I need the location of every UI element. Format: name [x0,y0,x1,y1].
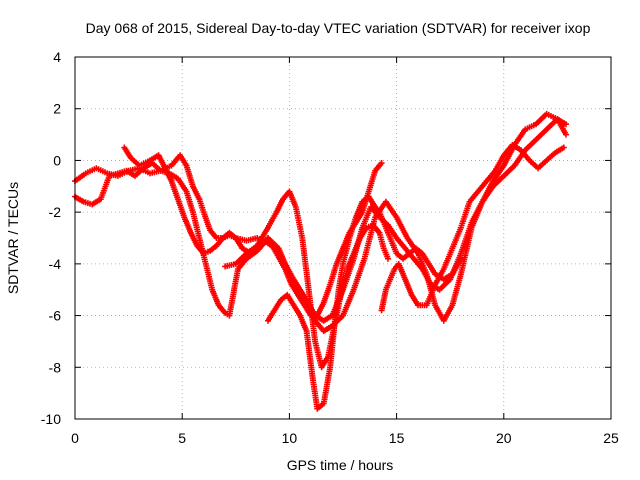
y-tick-label: 2 [53,101,61,117]
series-track-5 [265,193,464,412]
series-markers [265,193,464,412]
x-tick-label: 5 [178,430,186,446]
y-tick-label: -6 [49,308,62,324]
data-series [72,110,569,412]
series-markers [378,141,567,314]
series-markers [121,144,385,319]
x-tick-label: 15 [389,430,405,446]
plot-frame [74,56,612,420]
series-track-1 [72,116,569,324]
y-tick-label: 4 [53,49,61,65]
x-axis-label: GPS time / hours [287,457,394,473]
series-markers [72,116,569,324]
series-track-2 [72,110,569,335]
y-tick-label: -10 [41,411,61,427]
y-tick-label: -2 [49,204,62,220]
y-axis-label: SDTVAR / TECUs [5,182,21,294]
y-tick-label: -8 [49,359,62,375]
axis-ticks: 0 5 10 15 20 25 -10 -8 -6 -4 -2 0 2 4 [41,49,619,446]
chart-title: Day 068 of 2015, Sidereal Day-to-day VTE… [86,20,591,36]
series-track-6 [378,141,567,314]
x-tick-label: 25 [603,430,619,446]
y-tick-label: 0 [53,152,61,168]
series-markers [72,110,569,335]
grid [75,57,611,419]
x-tick-label: 20 [496,430,512,446]
y-tick-label: -4 [49,256,62,272]
series-track-3 [121,144,385,319]
x-tick-label: 10 [282,430,298,446]
x-tick-label: 0 [71,430,79,446]
